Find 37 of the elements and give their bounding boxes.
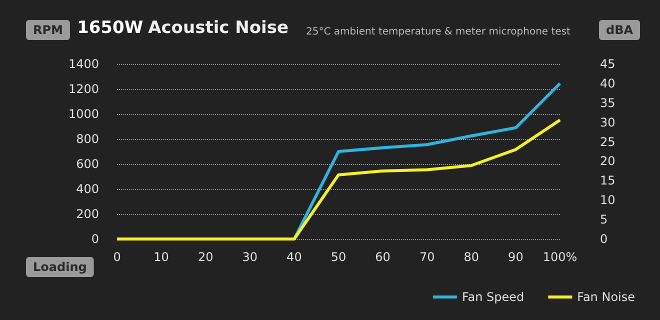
y2-tick-label: 25 (600, 134, 616, 149)
x-tick-label: 20 (198, 250, 214, 264)
line-series (116, 118, 562, 240)
y2-tick-label: 40 (600, 76, 616, 90)
y-tick-label: 0 (91, 232, 99, 246)
x-tick-label: 100% (542, 250, 578, 264)
y2-tick-label: 45 (600, 57, 616, 71)
y-tick-label: 800 (76, 132, 99, 146)
y-tick-label: 400 (76, 182, 99, 196)
x-tick-label: 30 (242, 250, 258, 264)
x-tick-label: 50 (330, 250, 346, 264)
chart-subtitle: 25°C ambient temperature & meter microphone test (306, 26, 571, 38)
y2-tick-label: 0 (600, 232, 608, 246)
y2-tick-label: 5 (600, 212, 608, 227)
y-axis-title: RPM (33, 23, 63, 37)
x-axis-title: Loading (33, 260, 87, 274)
x-tick-label: 0 (113, 250, 121, 264)
x-tick-label: 90 (508, 250, 524, 264)
y-tick-label: 1200 (68, 82, 99, 96)
x-tick-label: 40 (286, 250, 302, 264)
y2-tick-label: 35 (600, 96, 616, 110)
x-tick-label: 10 (154, 250, 169, 264)
y-tick-label: 600 (76, 157, 99, 171)
chart-title: 1650W Acoustic Noise (77, 18, 289, 38)
y2-tick-label: 10 (600, 193, 616, 208)
x-tick-label: 60 (375, 250, 390, 264)
y-tick-label: 1000 (68, 107, 99, 121)
x-tick-label: 70 (419, 250, 435, 264)
legend-label: Fan Noise (577, 290, 636, 304)
x-tick-label: 80 (464, 250, 480, 264)
y-tick-label: 200 (76, 207, 99, 221)
legend-label: Fan Speed (462, 290, 524, 304)
y2-tick-label: 15 (600, 174, 616, 188)
y-tick-label: 1400 (68, 57, 99, 71)
y2-tick-label: 20 (600, 154, 616, 168)
y2-tick-label: 30 (600, 115, 616, 130)
y2-axis-title: dBA (606, 23, 634, 37)
